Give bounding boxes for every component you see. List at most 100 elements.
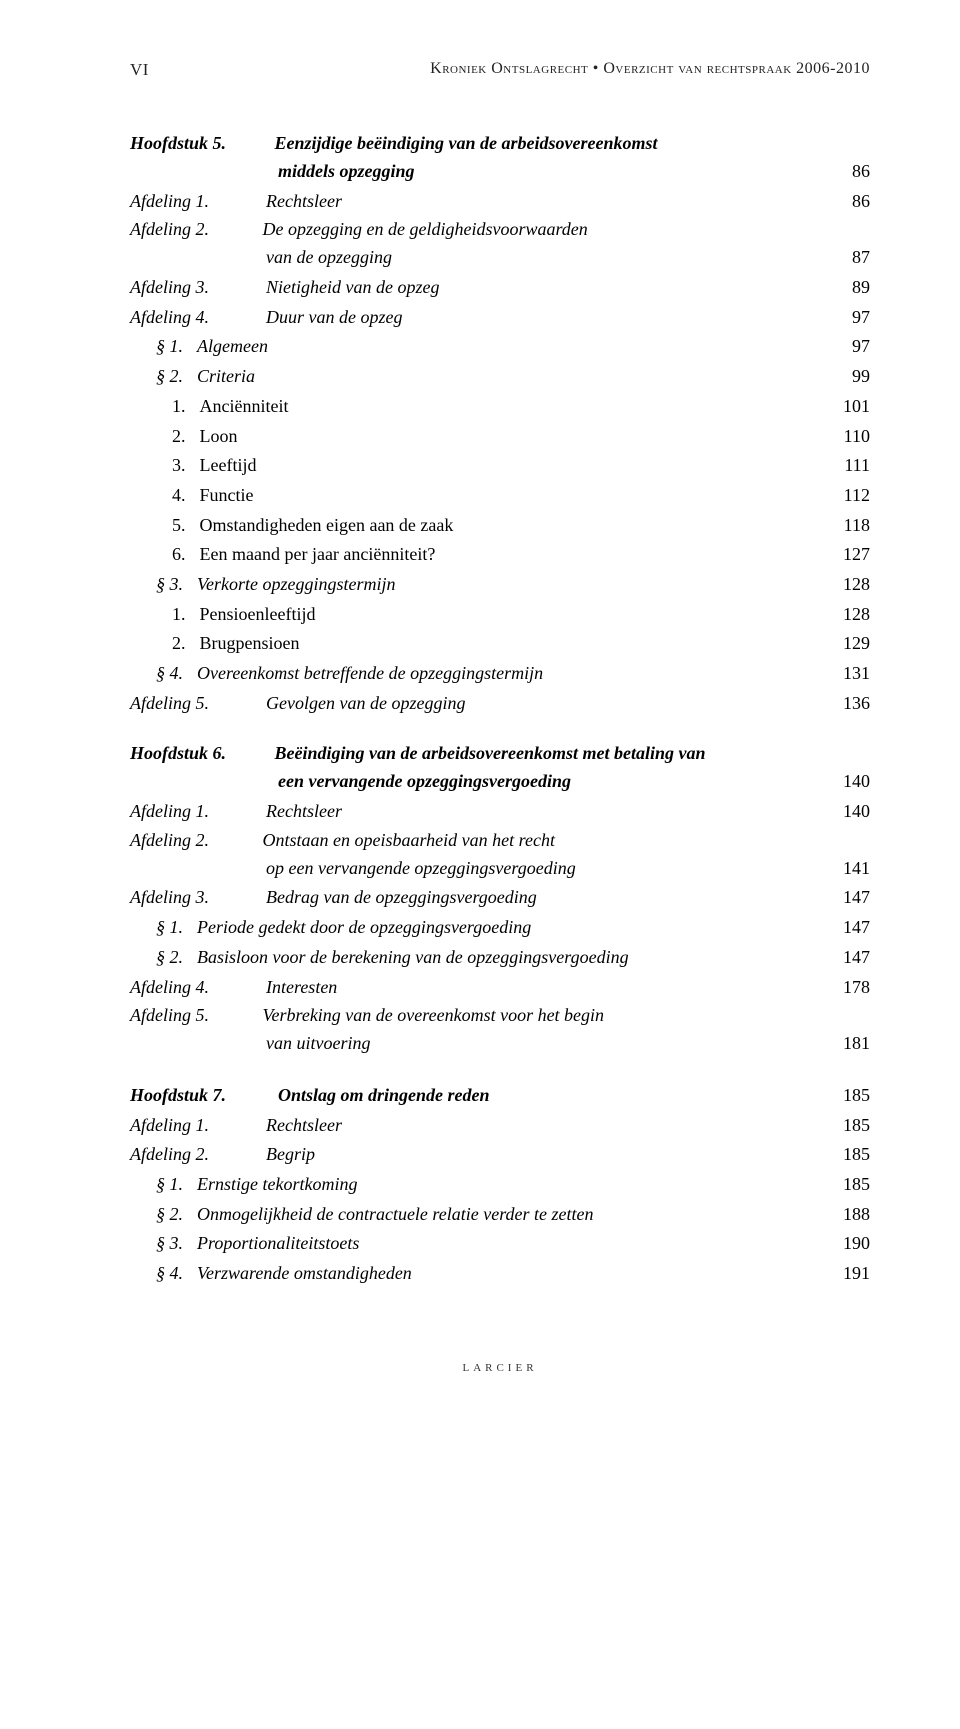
para-label: § 1.	[156, 1170, 191, 1200]
toc-row: 5. Omstandigheden eigen aan de zaak 118	[172, 511, 870, 541]
para-label: § 4.	[156, 1259, 191, 1289]
section-title: Rechtsleer	[266, 1111, 342, 1141]
para-label: § 1.	[156, 332, 191, 362]
section-title-line1: Verbreking van de overeenkomst voor het …	[263, 1005, 605, 1025]
section-label: Afdeling 1.	[130, 187, 258, 217]
para-label: § 2.	[156, 362, 191, 392]
section-label: Afdeling 2.	[130, 1140, 258, 1170]
running-header: VI Kroniek Ontslagrecht • Overzicht van …	[130, 60, 870, 80]
item-title: Leeftijd	[194, 451, 257, 481]
toc-row: middels opzegging 86	[130, 157, 870, 187]
section-title: Rechtsleer	[266, 187, 342, 217]
chapter-label: Hoofdstuk 7.	[130, 1085, 226, 1105]
page-number: 131	[837, 659, 870, 689]
page-number: 185	[837, 1140, 870, 1170]
toc-row: § 1. Algemeen 97	[156, 332, 870, 362]
section-title: Begrip	[266, 1140, 315, 1170]
item-label: 3.	[172, 451, 194, 481]
page-number: 141	[837, 854, 870, 884]
page-number: 101	[837, 392, 870, 422]
toc-row: Afdeling 4. Interesten 178	[130, 973, 870, 1003]
para-label: § 2.	[156, 1200, 191, 1230]
toc-row: 1. Anciënniteit 101	[172, 392, 870, 422]
page-number: 191	[837, 1259, 870, 1289]
chapter-label: Hoofdstuk 6.	[130, 743, 226, 763]
toc-row: § 2. Basisloon voor de berekening van de…	[156, 943, 870, 973]
toc-row: 2. Brugpensioen 129	[172, 629, 870, 659]
toc-row: § 4. Verzwarende omstandigheden 191	[156, 1259, 870, 1289]
page-marker: VI	[130, 60, 149, 80]
para-label: § 1.	[156, 913, 191, 943]
item-label: 1.	[172, 392, 194, 422]
section-title: Duur van de opzeg	[266, 303, 402, 333]
toc-row: van uitvoering 181	[130, 1029, 870, 1059]
page-number: 190	[837, 1229, 870, 1259]
page-number: 147	[837, 913, 870, 943]
toc-row: Afdeling 1. Rechtsleer 140	[130, 797, 870, 827]
page-number: 87	[846, 243, 870, 273]
toc-row: Afdeling 1. Rechtsleer 185	[130, 1111, 870, 1141]
page-number: 111	[838, 451, 870, 481]
toc-row: § 2. Onmogelijkheid de contractuele rela…	[156, 1200, 870, 1230]
page-number: 188	[837, 1200, 870, 1230]
item-label: 5.	[172, 511, 194, 541]
page-number: 181	[837, 1029, 870, 1059]
toc-chapter-5-heading: Hoofdstuk 5. Eenzijdige beëindiging van …	[130, 130, 870, 157]
publisher-footer: larcier	[130, 1359, 870, 1376]
item-title: Pensioenleeftijd	[194, 600, 316, 630]
toc-chapter-6-heading: Hoofdstuk 6. Beëindiging van de arbeidso…	[130, 740, 870, 767]
page-number: 185	[837, 1111, 870, 1141]
para-label: § 4.	[156, 659, 191, 689]
item-title: Functie	[194, 481, 254, 511]
toc-row: Afdeling 1. Rechtsleer 86	[130, 187, 870, 217]
section-label: Afdeling 4.	[130, 973, 258, 1003]
item-label: 2.	[172, 629, 194, 659]
para-title: Algemeen	[191, 332, 268, 362]
chapter-title-line2: een vervangende opzeggingsvergoeding	[278, 771, 571, 791]
toc-row: Afdeling 3. Nietigheid van de opzeg 89	[130, 273, 870, 303]
para-label: § 2.	[156, 943, 191, 973]
page: VI Kroniek Ontslagrecht • Overzicht van …	[0, 0, 960, 1416]
page-number: 112	[838, 481, 870, 511]
section-title-line2: op een vervangende opzeggingsvergoeding	[266, 854, 576, 884]
toc-chapter-7-heading: Hoofdstuk 7. Ontslag om dringende reden …	[130, 1081, 870, 1111]
chapter-label: Hoofdstuk 5.	[130, 133, 226, 153]
toc-row: § 1. Periode gedekt door de opzeggingsve…	[156, 913, 870, 943]
section-label: Afdeling 3.	[130, 273, 258, 303]
section-label: Afdeling 1.	[130, 797, 258, 827]
toc-row: op een vervangende opzeggingsvergoeding …	[130, 854, 870, 884]
section-label: Afdeling 5.	[130, 689, 258, 719]
para-title: Ernstige tekortkoming	[191, 1170, 357, 1200]
item-label: 6.	[172, 540, 194, 570]
para-title: Onmogelijkheid de contractuele relatie v…	[191, 1200, 594, 1230]
toc-row: een vervangende opzeggingsvergoeding 140	[130, 767, 870, 797]
section-title: Rechtsleer	[266, 797, 342, 827]
toc-row: Afdeling 2. Begrip 185	[130, 1140, 870, 1170]
item-title: Loon	[194, 422, 238, 452]
toc-row: Afdeling 5. Gevolgen van de opzegging 13…	[130, 689, 870, 719]
running-title: Kroniek Ontslagrecht • Overzicht van rec…	[430, 60, 870, 80]
toc-row-multiline: Afdeling 2. De opzegging en de geldighei…	[130, 216, 870, 243]
toc-row: 3. Leeftijd 111	[172, 451, 870, 481]
para-title: Overeenkomst betreffende de opzeggingste…	[191, 659, 543, 689]
item-title: Anciënniteit	[194, 392, 289, 422]
section-label: Afdeling 3.	[130, 883, 258, 913]
page-number: 97	[846, 303, 870, 333]
page-number: 147	[837, 943, 870, 973]
toc-row: § 3. Proportionaliteitstoets 190	[156, 1229, 870, 1259]
section-label: Afdeling 5.	[130, 1002, 258, 1029]
page-number: 128	[837, 600, 870, 630]
toc-row: 4. Functie 112	[172, 481, 870, 511]
chapter-title-line1: Eenzijdige beëindiging van de arbeidsove…	[275, 133, 658, 153]
para-label: § 3.	[156, 1229, 191, 1259]
toc-row-multiline: Afdeling 5. Verbreking van de overeenkom…	[130, 1002, 870, 1029]
toc-row: § 4. Overeenkomst betreffende de opzeggi…	[156, 659, 870, 689]
para-label: § 3.	[156, 570, 191, 600]
section-label: Afdeling 2.	[130, 827, 258, 854]
para-title: Proportionaliteitstoets	[191, 1229, 359, 1259]
page-number: 86	[846, 187, 870, 217]
page-number: 89	[846, 273, 870, 303]
para-title: Criteria	[191, 362, 255, 392]
page-number: 185	[837, 1170, 870, 1200]
toc-row: van de opzegging 87	[130, 243, 870, 273]
